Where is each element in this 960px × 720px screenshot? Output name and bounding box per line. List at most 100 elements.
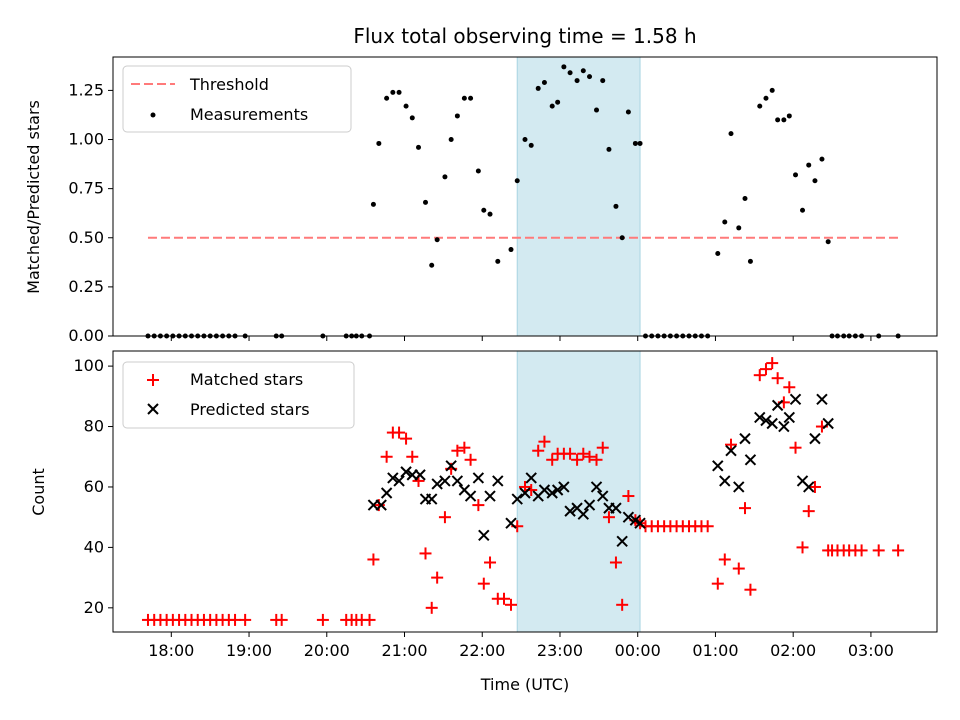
predicted-star-point bbox=[771, 399, 784, 412]
measurement-point bbox=[806, 162, 812, 168]
predicted-star-point bbox=[558, 481, 570, 493]
matched-star-point bbox=[519, 480, 531, 493]
bottom-x-tick-label: 21:00 bbox=[381, 641, 427, 660]
predicted-star-point bbox=[546, 487, 558, 499]
matched-star-point bbox=[571, 453, 584, 466]
legend-predicted-swatch bbox=[147, 403, 159, 415]
matched-star-point bbox=[808, 480, 821, 493]
measurement-point bbox=[819, 156, 825, 162]
predicted-star-point bbox=[590, 481, 603, 493]
predicted-star-point bbox=[393, 475, 405, 487]
measurement-point bbox=[736, 225, 742, 231]
measurement-point bbox=[574, 78, 580, 84]
bottom-x-tick-label: 01:00 bbox=[692, 641, 738, 660]
bottom-y-axis-label: Count bbox=[29, 468, 48, 516]
matched-star-point bbox=[596, 441, 609, 454]
predicted-star-point bbox=[445, 460, 457, 472]
matched-star-point bbox=[484, 556, 497, 569]
predicted-star-point bbox=[472, 472, 485, 484]
predicted-star-point bbox=[822, 417, 834, 430]
predicted-star-point bbox=[564, 505, 576, 517]
measurement-point bbox=[396, 89, 402, 95]
matched-star-point bbox=[458, 441, 471, 454]
predicted-star-point bbox=[622, 511, 635, 523]
measurement-point bbox=[625, 109, 631, 115]
predicted-star-point bbox=[484, 490, 496, 502]
matched-star-point bbox=[622, 490, 635, 503]
measurement-point bbox=[429, 262, 435, 268]
top-panel: 0.00 0.25 0.50 0.75 1.00 1.25 Matched/Predict… bbox=[24, 56, 938, 345]
chart-title: Flux total observing time = 1.58 h bbox=[353, 24, 696, 48]
matched-star-point bbox=[766, 357, 779, 370]
top-legend: Threshold Measurements bbox=[122, 65, 352, 133]
predicted-star-point bbox=[451, 475, 464, 487]
measurement-point bbox=[481, 207, 487, 213]
top-highlight-span bbox=[516, 56, 641, 337]
matched-star-point bbox=[796, 541, 809, 554]
top-y-tick-label: 0.00 bbox=[68, 326, 104, 345]
measurements-series bbox=[145, 64, 901, 339]
measurement-point bbox=[390, 89, 396, 95]
predicted-star-point bbox=[511, 493, 523, 505]
measurement-point bbox=[561, 64, 567, 70]
predicted-star-point bbox=[431, 478, 443, 490]
matched-star-point bbox=[400, 432, 413, 445]
measurement-point bbox=[434, 237, 440, 243]
bottom-x-tick-label: 18:00 bbox=[148, 641, 194, 660]
bottom-x-tick-label: 03:00 bbox=[848, 641, 894, 660]
measurement-point bbox=[487, 211, 493, 217]
matched-star-point bbox=[590, 453, 603, 466]
matched-star-point bbox=[711, 577, 724, 590]
matched-star-point bbox=[419, 547, 432, 560]
predicted-star-point bbox=[783, 411, 796, 424]
measurement-point bbox=[370, 201, 376, 207]
matched-star-point bbox=[372, 499, 385, 512]
measurement-point bbox=[728, 131, 734, 137]
legend-measurements-label: Measurements bbox=[190, 105, 308, 124]
measurement-point bbox=[757, 103, 763, 109]
predicted-star-point bbox=[778, 420, 790, 433]
matched-star-point bbox=[725, 438, 737, 451]
predicted-star-point bbox=[414, 469, 426, 481]
measurement-point bbox=[632, 140, 638, 146]
matched-star-point bbox=[802, 505, 815, 518]
predicted-star-point bbox=[478, 529, 490, 542]
measurement-point bbox=[812, 178, 818, 184]
legend-measurements-swatch bbox=[150, 112, 156, 118]
matched-star-point bbox=[406, 450, 419, 463]
matched-star-point bbox=[583, 450, 596, 463]
measurement-point bbox=[580, 68, 586, 74]
measurement-point bbox=[508, 247, 514, 253]
matched-star-point bbox=[718, 553, 731, 566]
top-x-ticks bbox=[170, 336, 872, 341]
measurement-point bbox=[555, 99, 561, 105]
legend-threshold-label: Threshold bbox=[189, 75, 269, 94]
matched-star-point bbox=[564, 447, 577, 460]
measurement-point bbox=[422, 199, 428, 205]
predicted-star-point bbox=[739, 432, 751, 445]
legend-matched-label: Matched stars bbox=[190, 370, 303, 389]
measurement-point bbox=[619, 235, 625, 241]
measurement-point bbox=[448, 137, 454, 143]
measurement-point bbox=[781, 117, 787, 123]
bottom-x-tick-label: 20:00 bbox=[304, 641, 350, 660]
predicted-star-point bbox=[577, 508, 590, 520]
predicted-star-point bbox=[803, 481, 815, 493]
predicted-star-point bbox=[725, 445, 737, 457]
matched-star-point bbox=[701, 520, 714, 533]
bottom-x-tick-label: 00:00 bbox=[615, 641, 661, 660]
top-y-tick-label: 0.25 bbox=[68, 277, 104, 296]
bottom-highlight-span bbox=[516, 350, 641, 633]
measurement-point bbox=[587, 74, 593, 80]
predicted-star-point bbox=[809, 432, 821, 445]
measurement-point bbox=[786, 113, 792, 119]
measurement-point bbox=[800, 207, 806, 213]
matched-star-point bbox=[732, 562, 745, 575]
x-axis-label: Time (UTC) bbox=[480, 675, 569, 694]
measurement-point bbox=[376, 140, 382, 146]
predicted-star-point bbox=[597, 490, 609, 502]
predicted-star-point bbox=[583, 499, 596, 511]
top-y-tick-label: 1.00 bbox=[68, 130, 104, 149]
predicted-star-point bbox=[760, 414, 772, 427]
measurement-point bbox=[409, 115, 415, 121]
